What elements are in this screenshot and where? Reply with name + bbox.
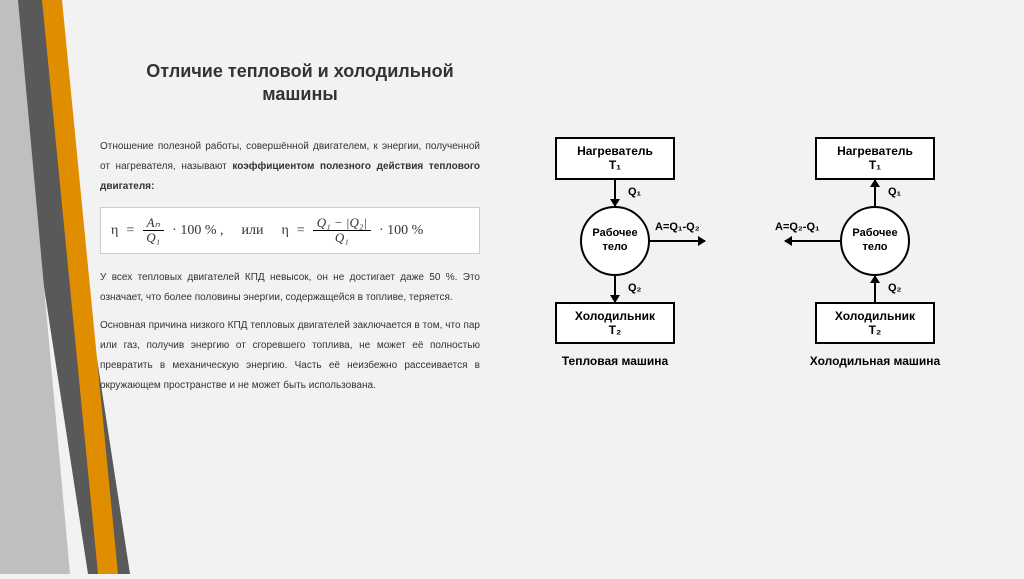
slide-content: Отличие тепловой и холодильной машины От… (100, 60, 1004, 554)
working-body-circle: Рабочее тело (580, 206, 650, 276)
cooler-box: ХолодильникT₂ (555, 302, 675, 345)
slide-title: Отличие тепловой и холодильной машины (130, 60, 470, 107)
heat-engine-caption: Тепловая машина (500, 354, 730, 368)
paragraph-2: У всех тепловых двигателей КПД невысок, … (100, 268, 480, 308)
paragraph-1: Отношение полезной работы, совершённой д… (100, 137, 480, 197)
paragraph-3: Основная причина низкого КПД тепловых дв… (100, 316, 480, 396)
efficiency-formula: η = Aₙ Q₁ · 100 % , или η = Q₁ − |Q₂| Q₁… (100, 207, 480, 255)
text-column: Отношение полезной работы, совершённой д… (100, 137, 480, 497)
cooler-box-2: ХолодильникT₂ (815, 302, 935, 345)
refrigerator-caption: Холодильная машина (760, 354, 990, 368)
diagrams-column: НагревательT₁ Q₁ Рабочее тело A=Q₁-Q₂ Q₂ (500, 137, 1004, 497)
refrigerator-diagram: НагревательT₁ Q₁ Рабочее тело A=Q₂-Q₁ Q₂ (760, 137, 990, 369)
working-body-circle-2: Рабочее тело (840, 206, 910, 276)
heat-engine-diagram: НагревательT₁ Q₁ Рабочее тело A=Q₁-Q₂ Q₂ (500, 137, 730, 369)
heater-box-2: НагревательT₁ (815, 137, 935, 180)
heater-box: НагревательT₁ (555, 137, 675, 180)
